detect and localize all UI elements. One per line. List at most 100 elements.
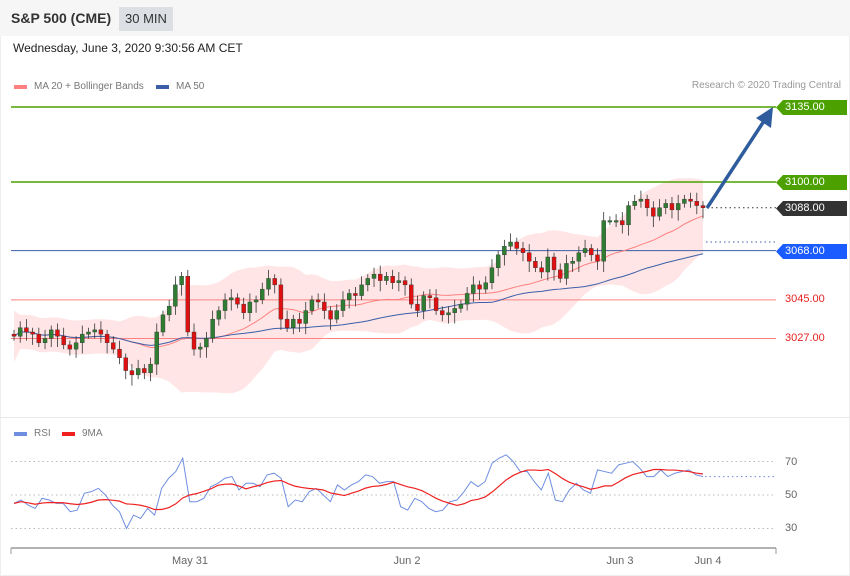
copyright: Research © 2020 Trading Central bbox=[691, 80, 841, 91]
candle-body bbox=[601, 220, 606, 262]
header-bar: S&P 500 (CME) 30 MIN bbox=[0, 0, 850, 36]
candle-body bbox=[582, 248, 588, 253]
candle-body bbox=[390, 276, 395, 283]
ma9-label: 9MA bbox=[82, 428, 103, 439]
candle-body bbox=[669, 203, 675, 211]
candle-body bbox=[638, 198, 644, 202]
candle-body bbox=[18, 327, 23, 337]
candle-body bbox=[545, 256, 551, 273]
candle-body bbox=[229, 297, 234, 301]
rsi-tick-70: 70 bbox=[785, 456, 798, 468]
candle-body bbox=[49, 329, 54, 339]
candle-body bbox=[626, 205, 631, 226]
candle-body bbox=[30, 331, 35, 335]
instrument-title: S&P 500 (CME) bbox=[11, 10, 112, 26]
candle-body bbox=[657, 207, 662, 217]
candle-body bbox=[160, 314, 166, 333]
candle-body bbox=[303, 310, 308, 324]
candle-body bbox=[235, 297, 240, 305]
timestamp: Wednesday, June 3, 2020 9:30:56 AM CET bbox=[13, 41, 243, 55]
candle-body bbox=[514, 241, 519, 249]
candle-body bbox=[98, 329, 104, 335]
candle-body bbox=[328, 310, 333, 320]
candle-body bbox=[291, 318, 296, 328]
candle-body bbox=[651, 207, 656, 217]
candle-body bbox=[253, 299, 259, 303]
candle-body bbox=[440, 310, 445, 316]
candle-body bbox=[539, 267, 544, 273]
candle-body bbox=[433, 297, 439, 311]
candle-body bbox=[322, 301, 327, 311]
candle-body bbox=[421, 295, 426, 311]
candle-body bbox=[663, 203, 668, 208]
rsi-line bbox=[13, 454, 704, 530]
candle-body bbox=[260, 288, 265, 301]
candle-body bbox=[24, 327, 29, 333]
candle-body bbox=[402, 280, 408, 286]
candle-body bbox=[675, 203, 681, 211]
candle-body bbox=[607, 220, 613, 223]
rsi-label: RSI bbox=[34, 428, 51, 439]
pivot-tag: 3068.00 bbox=[776, 244, 847, 259]
candle-body bbox=[173, 284, 178, 307]
bollinger-band bbox=[14, 177, 703, 394]
candle-body bbox=[61, 336, 66, 346]
candle-body bbox=[558, 269, 563, 279]
candle-body bbox=[67, 344, 73, 350]
candle-body bbox=[297, 318, 302, 324]
candle-body bbox=[55, 329, 60, 337]
candle-body bbox=[694, 201, 699, 206]
candle-body bbox=[104, 333, 110, 343]
candle-body bbox=[378, 273, 383, 281]
support1-label: 3045.00 bbox=[785, 293, 825, 305]
candle-body bbox=[216, 310, 222, 320]
current-price-tag: 3088.00 bbox=[776, 201, 847, 216]
forecast-arrowhead bbox=[756, 107, 773, 128]
candle-body bbox=[415, 303, 420, 311]
candle-body bbox=[210, 318, 215, 339]
interval-button[interactable]: 30 MIN bbox=[119, 7, 173, 31]
candle-body bbox=[533, 261, 538, 268]
candle-body bbox=[477, 284, 482, 290]
candle-body bbox=[526, 252, 532, 262]
candle-body bbox=[334, 310, 339, 320]
rsi-tick-30: 30 bbox=[785, 522, 798, 534]
candle-body bbox=[284, 318, 290, 328]
ma20-swatch bbox=[14, 84, 27, 89]
candle-body bbox=[495, 254, 501, 268]
candle-body bbox=[278, 284, 284, 320]
candle-body bbox=[359, 284, 364, 296]
candle-body bbox=[502, 246, 507, 256]
candle-body bbox=[644, 198, 650, 208]
candle-body bbox=[564, 263, 569, 279]
candle-body bbox=[489, 267, 495, 283]
target1-tag: 3100.00 bbox=[776, 175, 847, 190]
candle-body bbox=[471, 284, 476, 294]
candle-body bbox=[427, 295, 433, 298]
candle-body bbox=[464, 293, 470, 305]
candle-body bbox=[595, 254, 600, 262]
candle-body bbox=[222, 299, 228, 311]
rsi-tick-50: 50 bbox=[785, 489, 798, 501]
candle-body bbox=[204, 338, 209, 348]
candle-body bbox=[371, 273, 377, 279]
legend-ma50: MA 50 bbox=[156, 81, 204, 92]
ma50-line bbox=[13, 253, 704, 346]
candle-body bbox=[452, 308, 457, 313]
candle-body bbox=[346, 293, 352, 301]
legend-rsi: RSI bbox=[14, 428, 51, 439]
x-tick-label: May 31 bbox=[171, 555, 209, 567]
candle-body bbox=[86, 331, 91, 335]
candle-body bbox=[154, 331, 159, 365]
candle-body bbox=[620, 220, 625, 226]
candle-body bbox=[682, 198, 687, 204]
x-tick-label: Jun 2 bbox=[393, 555, 421, 567]
candle-body bbox=[700, 205, 706, 208]
candle-body bbox=[92, 329, 97, 333]
candle-body bbox=[458, 303, 464, 309]
candle-body bbox=[166, 306, 172, 316]
candle-body bbox=[11, 333, 17, 337]
panel-divider bbox=[0, 417, 850, 418]
candle-body bbox=[272, 278, 277, 286]
candle-body bbox=[129, 370, 135, 376]
